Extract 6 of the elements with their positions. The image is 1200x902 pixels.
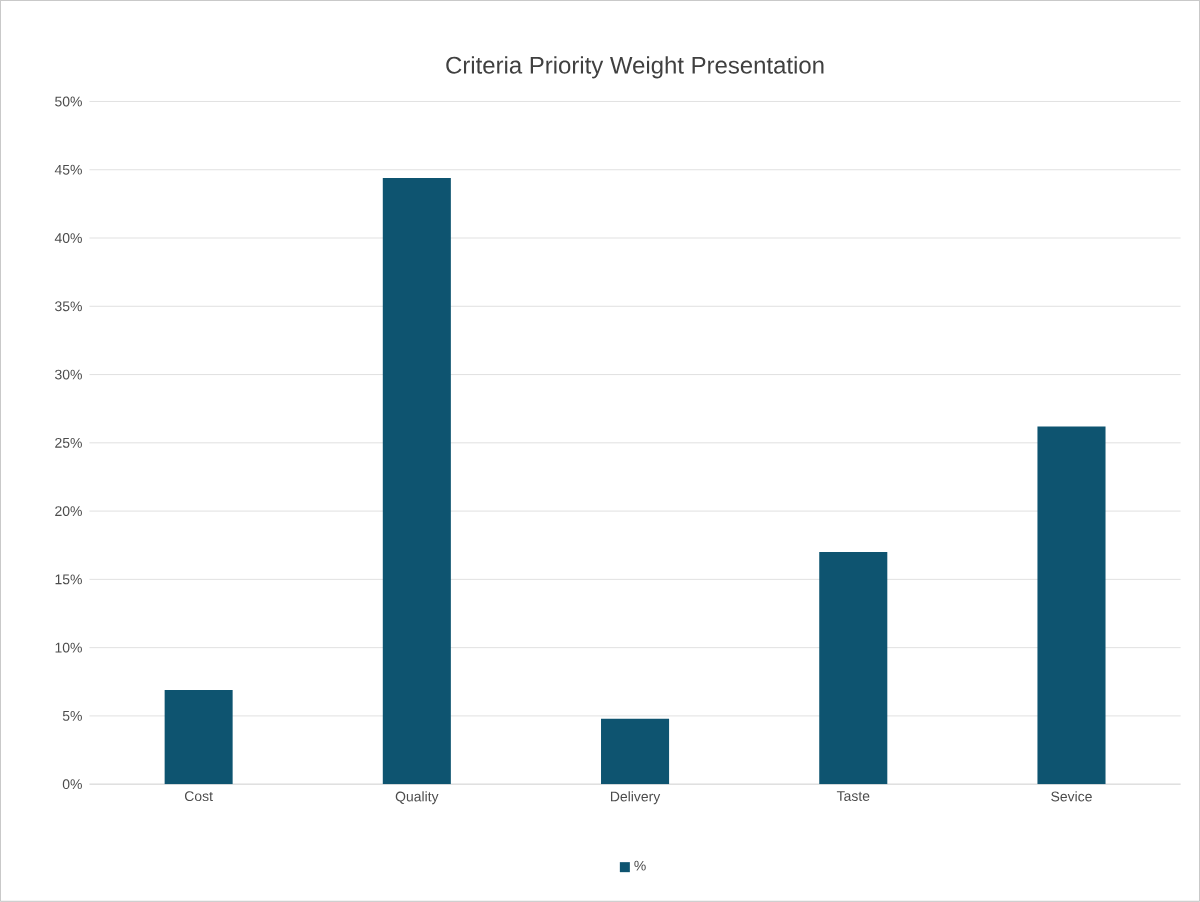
bar [164,690,233,785]
bar [819,552,888,785]
chart-title: Criteria Priority Weight Presentation [446,56,824,79]
bar [382,178,451,785]
bar [1037,426,1106,785]
bar [601,718,670,785]
